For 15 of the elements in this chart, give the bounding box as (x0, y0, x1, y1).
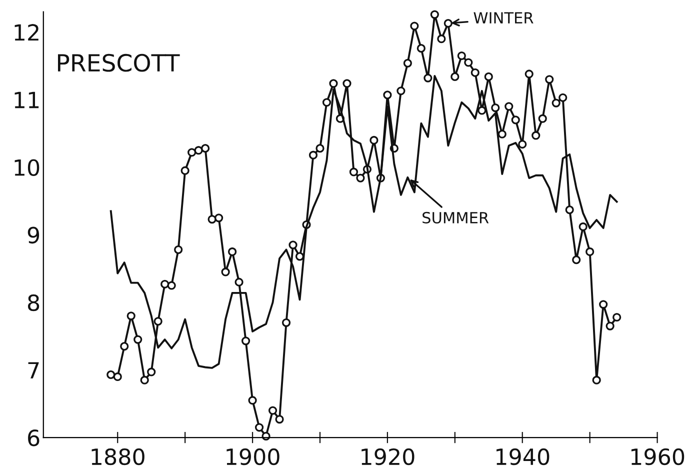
x-tick-label: 1880 (92, 448, 144, 466)
x-tick-label: 1960 (631, 448, 684, 466)
y-tick-label: 11 (14, 92, 39, 108)
y-tick-label: 7 (28, 362, 39, 378)
y-tick-label: 8 (28, 294, 40, 312)
y-tick-label: 9 (28, 226, 40, 244)
x-tick-label: 1920 (362, 448, 414, 466)
y-tick-label: 12 (14, 24, 38, 41)
y-tick-label: 6 (28, 429, 40, 446)
annotation: WINTER (474, 12, 534, 24)
y-tick-label: 10 (14, 159, 40, 176)
text: PRESCOTT (58, 54, 180, 72)
x-tick-label: 1940 (496, 448, 550, 466)
annotation: SUMMER (422, 212, 489, 224)
x-tick-label: 1900 (226, 448, 280, 466)
